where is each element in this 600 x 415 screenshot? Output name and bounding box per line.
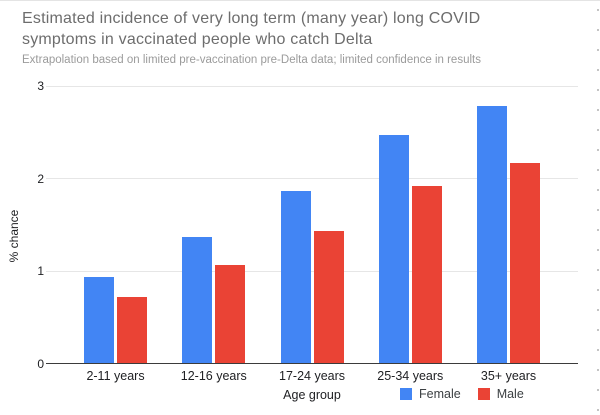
- bar-female-25-34-years[interactable]: [378, 135, 409, 364]
- y-tick-label-2: 2: [37, 171, 44, 186]
- bar-female-12-16-years[interactable]: [182, 236, 213, 364]
- bar-male-2-11-years[interactable]: [117, 296, 148, 364]
- bar-female-35-years[interactable]: [477, 106, 508, 364]
- bar-male-17-24-years[interactable]: [313, 231, 344, 364]
- gridline-y-1: [46, 270, 578, 272]
- legend: Female Male: [400, 387, 524, 401]
- x-category-label-12-16-years: 12-16 years: [180, 369, 247, 383]
- legend-item-female[interactable]: Female: [400, 387, 461, 401]
- chart-subtitle: Extrapolation based on limited pre-vacci…: [22, 54, 481, 66]
- y-tick-label-0: 0: [37, 356, 44, 371]
- legend-label-male: Male: [496, 387, 524, 401]
- x-axis-title: Age group: [283, 388, 341, 402]
- y-tick-label-1: 1: [37, 264, 44, 278]
- chart-title: Estimated incidence of very long term (m…: [22, 10, 481, 48]
- y-tick-label-3: 3: [37, 79, 44, 93]
- x-category-label-17-24-years: 17-24 years: [279, 369, 346, 383]
- bar-female-2-11-years[interactable]: [84, 277, 115, 364]
- x-category-label-2-11-years: 2-11 years: [86, 369, 145, 383]
- bar-male-25-34-years[interactable]: [411, 185, 442, 364]
- legend-item-male[interactable]: Male: [477, 387, 524, 401]
- bar-female-17-24-years[interactable]: [280, 191, 311, 364]
- legend-swatch-icon-female: [400, 388, 412, 400]
- legend-swatch-icon-male: [477, 388, 490, 400]
- right-edge-dotted-border: [597, 9, 599, 415]
- gridline-y-3: [46, 85, 578, 87]
- gridline-y-2: [46, 178, 578, 179]
- x-category-label-35-years: 35+ years: [480, 369, 537, 383]
- x-category-label-25-34-years: 25-34 years: [377, 369, 444, 383]
- bar-male-12-16-years[interactable]: [215, 265, 246, 364]
- bar-male-35-years[interactable]: [510, 162, 541, 364]
- x-axis-baseline: [46, 363, 578, 364]
- legend-label-female: Female: [419, 387, 461, 401]
- y-axis-title: % chance: [7, 209, 21, 263]
